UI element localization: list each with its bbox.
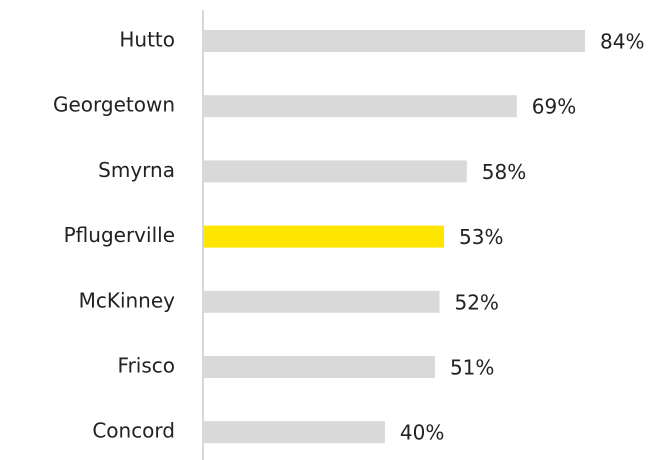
category-label: Smyrna: [98, 158, 175, 182]
category-label: Georgetown: [53, 93, 175, 117]
category-label: Pflugerville: [64, 223, 175, 247]
value-label: 84%: [600, 30, 644, 54]
value-label: 69%: [532, 95, 576, 119]
category-label: Concord: [92, 419, 175, 443]
bar: [203, 356, 435, 378]
value-label: 53%: [459, 225, 503, 249]
bar: [203, 225, 445, 248]
value-label: 58%: [482, 160, 526, 184]
category-label: McKinney: [79, 288, 176, 312]
bar: [203, 421, 385, 444]
bar: [203, 95, 517, 118]
bar: [203, 290, 440, 313]
category-label: Hutto: [119, 28, 175, 52]
category-label: Frisco: [118, 354, 175, 378]
value-label: 40%: [400, 421, 444, 445]
bar: [203, 160, 467, 183]
bar: [203, 30, 586, 52]
value-label: 52%: [454, 290, 498, 314]
value-label: 51%: [450, 356, 494, 380]
